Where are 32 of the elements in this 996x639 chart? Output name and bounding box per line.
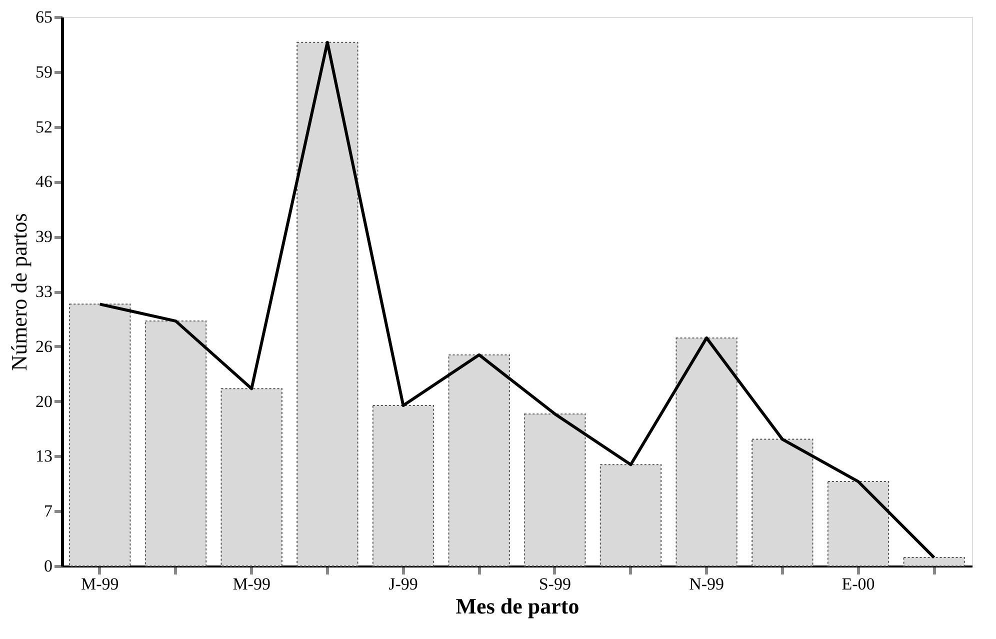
bar [220,388,282,566]
bar [296,42,358,566]
bar [903,557,965,566]
bar [752,438,814,566]
y-tick-label: 0 [44,556,52,576]
bar [69,304,131,566]
bar [144,320,207,566]
y-tick-label: 65 [36,8,52,26]
x-tick-label: N-99 [689,574,724,594]
y-tick-label: 59 [36,62,52,82]
bar [676,337,738,566]
y-axis-title: Número de partos [6,213,32,371]
x-tick-label: J-99 [388,574,418,594]
y-tick-label: 13 [36,446,52,466]
x-tick-label: M-99 [81,574,119,594]
bar [448,354,510,566]
x-tick-label: E-00 [842,574,875,594]
bar [827,481,890,566]
line-series [98,40,936,560]
x-axis-title: Mes de parto [456,594,580,618]
bar [372,405,434,566]
y-tick-label: 46 [36,172,52,192]
x-tick-label: S-99 [538,574,571,594]
y-tick-label: 20 [36,392,52,411]
y-tick-label: 7 [44,502,53,521]
y-tick-label: 52 [36,117,52,136]
y-tick-label: 39 [36,227,52,246]
y-tick-label: 26 [36,336,52,356]
bar [524,413,586,566]
bar [600,464,662,566]
y-tick-label: 33 [36,282,52,301]
x-tick-label: M-99 [232,574,270,594]
